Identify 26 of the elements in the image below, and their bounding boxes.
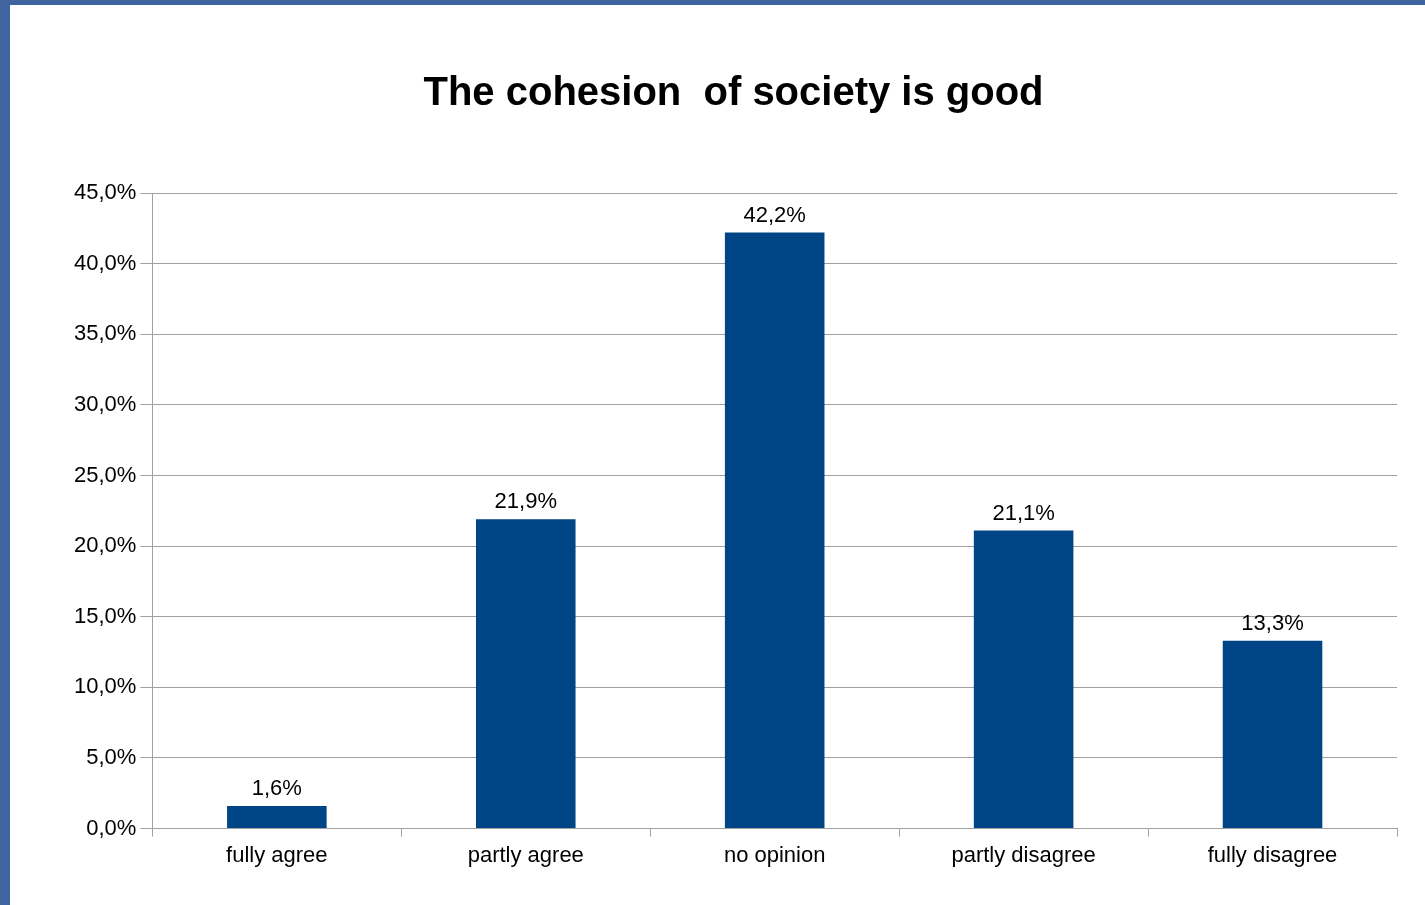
bar <box>973 530 1074 829</box>
bar <box>227 806 327 829</box>
y-tick-label: 15,0% <box>73 602 137 628</box>
bar <box>724 232 825 829</box>
y-tick-label: 30,0% <box>73 390 137 416</box>
data-label: 21,1% <box>992 499 1055 525</box>
chart-title: The cohesion of society is good <box>423 69 1044 114</box>
data-label: 42,2% <box>743 201 806 227</box>
data-label: 1,6% <box>251 775 302 801</box>
y-tick-label: 5,0% <box>86 744 137 770</box>
x-tick-label: partly agree <box>467 841 584 867</box>
y-tick-label: 35,0% <box>73 320 137 346</box>
bar <box>1222 640 1323 829</box>
y-tick-label: 25,0% <box>73 461 137 487</box>
y-tick-label: 10,0% <box>73 673 137 699</box>
data-label: 21,9% <box>494 488 557 514</box>
y-tick-label: 20,0% <box>73 532 137 558</box>
y-tick-label: 40,0% <box>73 249 137 275</box>
x-tick-label: fully agree <box>226 841 328 867</box>
x-tick-label: partly disagree <box>951 841 1096 867</box>
y-tick-label: 45,0% <box>73 179 137 205</box>
data-label: 13,3% <box>1241 609 1304 635</box>
y-tick-label: 0,0% <box>86 814 137 840</box>
x-tick-label: no opinion <box>723 841 826 867</box>
bar <box>475 519 576 829</box>
x-tick-label: fully disagree <box>1207 841 1338 867</box>
